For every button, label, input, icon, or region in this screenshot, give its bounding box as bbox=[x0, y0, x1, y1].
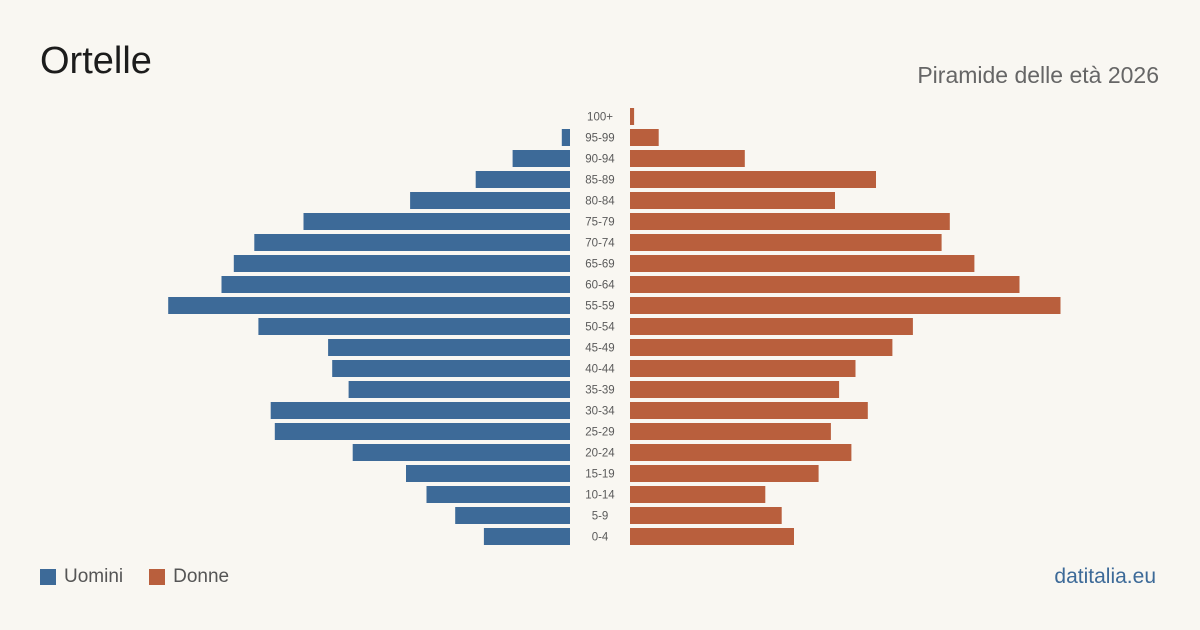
bar-women-90-94 bbox=[630, 150, 745, 167]
age-label-35-39: 35-39 bbox=[585, 385, 614, 397]
bar-men-35-39 bbox=[348, 381, 570, 398]
bar-men-30-34 bbox=[270, 402, 570, 419]
bar-men-15-19 bbox=[406, 465, 570, 482]
legend-label-men: Uomini bbox=[64, 566, 124, 587]
bar-men-65-69 bbox=[233, 255, 571, 272]
age-label-60-64: 60-64 bbox=[585, 280, 615, 292]
bar-women-30-34 bbox=[630, 402, 868, 419]
legend-swatch-women bbox=[149, 569, 166, 585]
bar-women-95-99 bbox=[630, 129, 659, 146]
age-label-80-84: 80-84 bbox=[585, 196, 615, 208]
bar-men-25-29 bbox=[274, 423, 570, 440]
bar-women-55-59 bbox=[630, 297, 1061, 314]
bar-men-70-74 bbox=[254, 234, 571, 251]
bar-men-20-24 bbox=[352, 444, 570, 461]
bar-women-0-4 bbox=[630, 528, 794, 545]
bar-women-45-49 bbox=[630, 339, 893, 356]
age-label-0-4: 0-4 bbox=[592, 532, 609, 544]
bar-men-90-94 bbox=[512, 150, 570, 167]
age-label-70-74: 70-74 bbox=[585, 238, 615, 250]
bar-women-70-74 bbox=[630, 234, 942, 251]
bar-women-85-89 bbox=[630, 171, 876, 188]
legend: Uomini Donne bbox=[40, 566, 255, 588]
age-label-15-19: 15-19 bbox=[585, 469, 614, 481]
age-label-90-94: 90-94 bbox=[585, 154, 615, 166]
bar-women-10-14 bbox=[630, 486, 766, 503]
age-label-10-14: 10-14 bbox=[585, 490, 615, 502]
legend-swatch-men bbox=[40, 569, 56, 585]
age-label-30-34: 30-34 bbox=[585, 406, 615, 418]
legend-item-men: Uomini bbox=[40, 566, 123, 588]
age-label-55-59: 55-59 bbox=[585, 301, 614, 313]
bar-men-85-89 bbox=[475, 171, 570, 188]
bar-men-95-99 bbox=[561, 129, 570, 146]
chart-subtitle: Piramide delle età 2026 bbox=[917, 62, 1159, 88]
bar-men-80-84 bbox=[410, 192, 570, 209]
chart-title: Ortelle bbox=[40, 40, 152, 82]
bar-men-60-64 bbox=[221, 276, 570, 293]
age-label-75-79: 75-79 bbox=[585, 217, 614, 229]
bar-men-10-14 bbox=[426, 486, 570, 503]
bar-women-5-9 bbox=[630, 507, 782, 524]
age-label-25-29: 25-29 bbox=[585, 427, 614, 439]
bar-men-50-54 bbox=[258, 318, 570, 335]
age-label-20-24: 20-24 bbox=[585, 448, 615, 460]
age-label-100+: 100+ bbox=[587, 112, 613, 124]
bar-men-40-44 bbox=[332, 360, 570, 377]
bar-men-5-9 bbox=[455, 507, 570, 524]
age-label-85-89: 85-89 bbox=[585, 175, 614, 187]
bar-women-80-84 bbox=[630, 192, 835, 209]
bar-men-55-59 bbox=[168, 297, 570, 314]
bar-men-75-79 bbox=[303, 213, 570, 230]
age-label-50-54: 50-54 bbox=[585, 322, 615, 334]
bar-women-15-19 bbox=[630, 465, 819, 482]
bar-women-50-54 bbox=[630, 318, 913, 335]
bar-men-45-49 bbox=[328, 339, 570, 356]
legend-item-women: Donne bbox=[149, 566, 229, 588]
bar-men-0-4 bbox=[483, 528, 570, 545]
bar-women-100+ bbox=[630, 108, 635, 125]
bar-women-20-24 bbox=[630, 444, 852, 461]
age-label-40-44: 40-44 bbox=[585, 364, 615, 376]
age-label-45-49: 45-49 bbox=[585, 343, 614, 355]
bar-women-65-69 bbox=[630, 255, 975, 272]
bar-women-35-39 bbox=[630, 381, 840, 398]
bar-women-60-64 bbox=[630, 276, 1020, 293]
site-link[interactable]: datitalia.eu bbox=[1054, 565, 1156, 588]
bar-women-75-79 bbox=[630, 213, 950, 230]
bar-women-40-44 bbox=[630, 360, 856, 377]
bar-women-25-29 bbox=[630, 423, 831, 440]
legend-label-women: Donne bbox=[173, 566, 230, 587]
age-label-5-9: 5-9 bbox=[592, 511, 609, 523]
age-label-95-99: 95-99 bbox=[585, 133, 614, 145]
age-label-65-69: 65-69 bbox=[585, 259, 614, 271]
